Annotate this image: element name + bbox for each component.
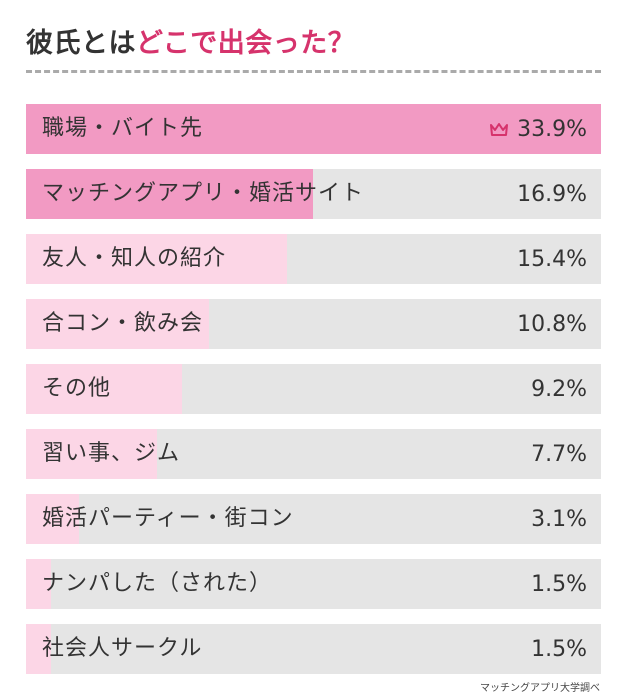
value-group: 33.9% — [489, 104, 587, 154]
category-label: ナンパした（された） — [42, 571, 273, 596]
category-label: 婚活パーティー・街コン — [42, 506, 294, 531]
value-label: 15.4% — [517, 246, 587, 272]
title-divider — [26, 70, 601, 73]
value-group: 9.2% — [531, 364, 587, 414]
value-label: 3.1% — [531, 506, 587, 532]
source-note: マッチングアプリ大学調べ — [480, 683, 600, 694]
bar-row: 習い事、ジム 7.7% — [26, 429, 601, 479]
bar-fill — [26, 624, 51, 674]
bar-fill — [26, 234, 287, 284]
bar-row: ナンパした（された） 1.5% — [26, 559, 601, 609]
bar-fill — [26, 429, 157, 479]
bar-fill — [26, 494, 79, 544]
chart-title: 彼氏とはどこで出会った？ — [26, 24, 355, 64]
bar-row: 婚活パーティー・街コン 3.1% — [26, 494, 601, 544]
value-group: 7.7% — [531, 429, 587, 479]
value-group: 3.1% — [531, 494, 587, 544]
category-label: 社会人サークル — [42, 636, 203, 661]
value-group: 10.8% — [517, 299, 587, 349]
bar-fill — [26, 169, 313, 219]
bar-row: 友人・知人の紹介 15.4% — [26, 234, 601, 284]
bar-row: 合コン・飲み会 10.8% — [26, 299, 601, 349]
bar-fill — [26, 559, 51, 609]
chart-title-accent: どこで出会った？ — [136, 28, 356, 59]
value-label: 7.7% — [531, 441, 587, 467]
bar-fill — [26, 364, 182, 414]
bar-row: その他 9.2% — [26, 364, 601, 414]
bar-chart: 職場・バイト先 33.9% マッチングアプリ・婚活サイト 16.9% 友人・知人の紹介 1… — [26, 104, 601, 689]
bar-row: 社会人サークル 1.5% — [26, 624, 601, 674]
value-label: 33.9% — [517, 116, 587, 142]
category-label: マッチングアプリ・婚活サイト — [42, 181, 365, 206]
crown-icon — [490, 123, 509, 136]
value-group: 1.5% — [531, 624, 587, 674]
chart-title-prefix: 彼氏とは — [26, 28, 136, 59]
value-group: 15.4% — [517, 234, 587, 284]
category-label: 職場・バイト先 — [42, 116, 204, 141]
value-label: 9.2% — [531, 376, 587, 402]
bar-row: マッチングアプリ・婚活サイト 16.9% — [26, 169, 601, 219]
bar-fill — [26, 299, 209, 349]
category-label: 友人・知人の紹介 — [42, 246, 227, 271]
value-group: 16.9% — [517, 169, 587, 219]
category-label: 合コン・飲み会 — [42, 311, 204, 336]
category-label: 習い事、ジム — [42, 441, 181, 466]
value-label: 10.8% — [517, 311, 587, 337]
value-label: 16.9% — [517, 181, 587, 207]
value-group: 1.5% — [531, 559, 587, 609]
bar-row: 職場・バイト先 33.9% — [26, 104, 601, 154]
category-label: その他 — [42, 376, 112, 401]
value-label: 1.5% — [531, 571, 587, 597]
value-label: 1.5% — [531, 636, 587, 662]
